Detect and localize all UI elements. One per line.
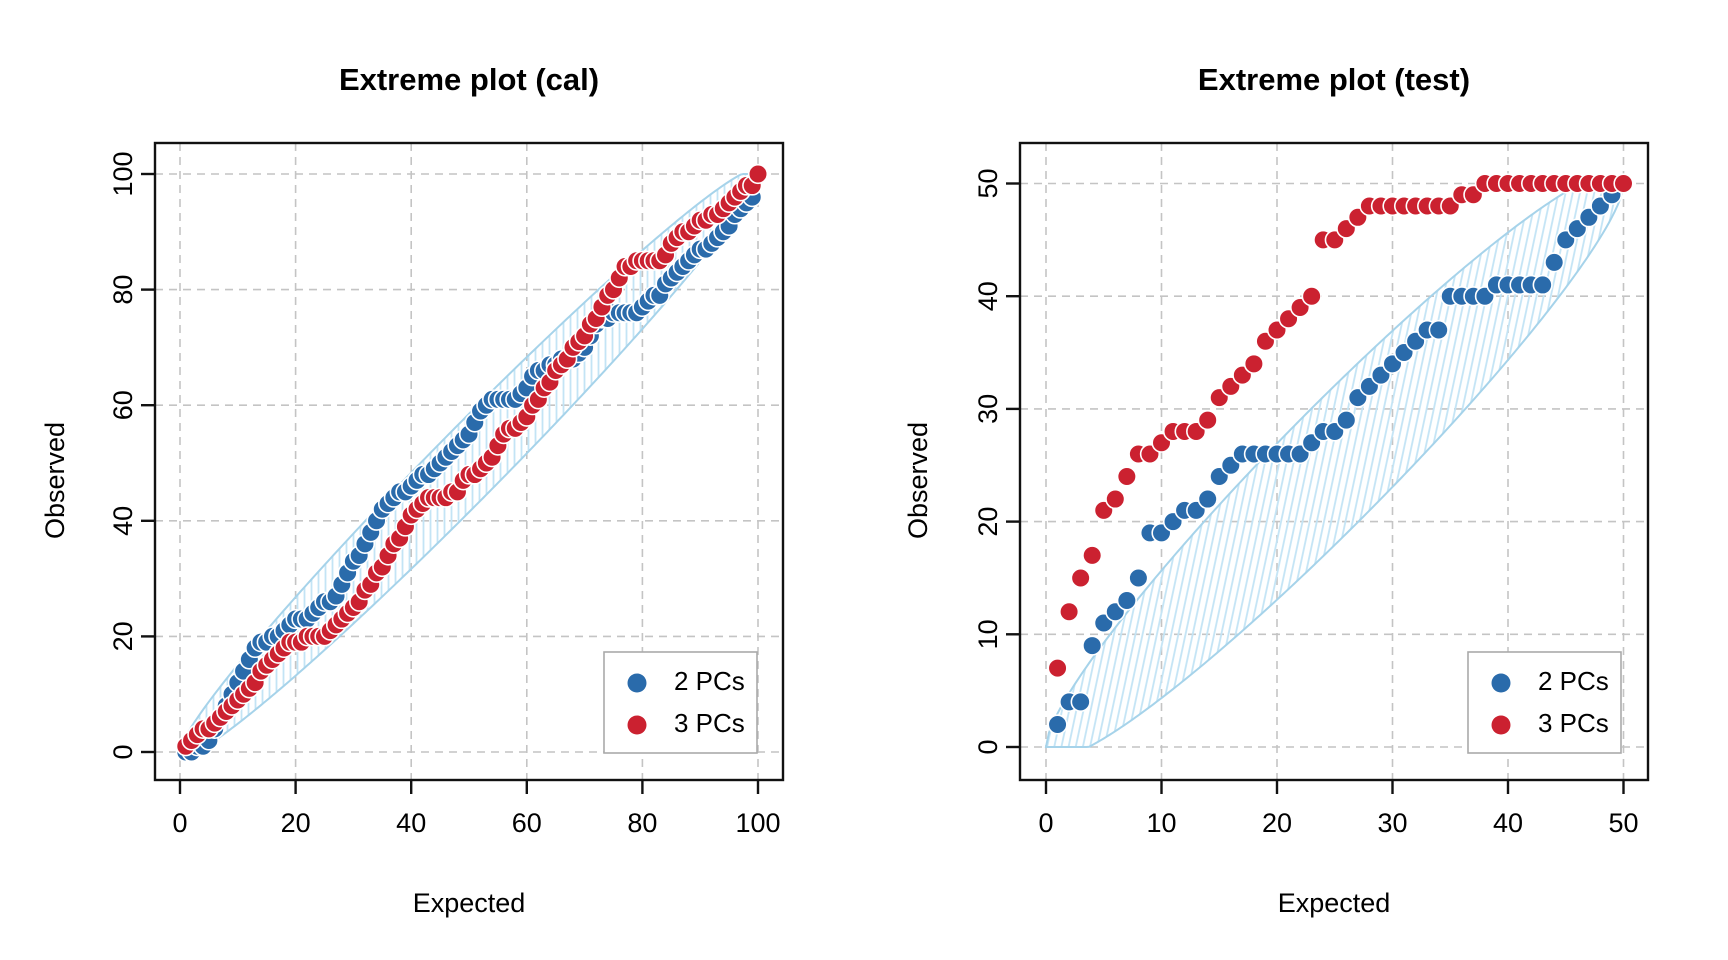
y-tick-label: 60 — [108, 390, 138, 420]
x-tick-label: 30 — [1377, 808, 1407, 838]
data-point — [1243, 353, 1264, 374]
y-tick-label: 100 — [108, 151, 138, 196]
legend-label: 2 PCs — [1538, 666, 1609, 696]
data-point — [1613, 173, 1634, 194]
legend: 2 PCs 3 PCs — [1467, 651, 1622, 754]
y-tick-label: 0 — [108, 744, 138, 759]
x-tick-label: 60 — [512, 808, 542, 838]
panel-title-test: Extreme plot (test) — [1197, 62, 1471, 97]
x-tick-label: 50 — [1608, 808, 1638, 838]
data-point — [1128, 567, 1149, 589]
axes: 0 10 20 30 40 50 0 10 20 30 40 50 — [973, 168, 1638, 838]
series-2-pcs-dots — [1047, 173, 1634, 735]
x-tick-label: 100 — [735, 808, 780, 838]
data-point — [1047, 658, 1068, 679]
data-point — [1336, 410, 1357, 431]
y-tick-label: 40 — [108, 506, 138, 536]
data-point — [1197, 488, 1218, 510]
series-3-pcs-dots — [1047, 173, 1634, 679]
x-axis-label-cal: Expected — [412, 888, 526, 918]
x-tick-label: 0 — [172, 808, 187, 838]
y-tick-label: 10 — [973, 619, 1003, 649]
legend-label: 3 PCs — [1538, 708, 1609, 738]
legend-marker-2-pcs — [1491, 673, 1511, 693]
data-point — [747, 163, 769, 185]
data-point — [1428, 319, 1449, 341]
data-point — [1116, 466, 1137, 487]
x-tick-label: 10 — [1146, 808, 1176, 838]
plot-border — [1018, 141, 1650, 782]
data-point — [1544, 252, 1565, 273]
data-point — [1082, 545, 1103, 566]
y-axis-label-cal: Observed — [40, 421, 70, 539]
x-tick-label: 40 — [396, 808, 426, 838]
axes: 0 20 40 60 80 100 0 20 40 60 80 100 — [108, 151, 780, 838]
y-tick-label: 20 — [973, 507, 1003, 537]
y-tick-label: 0 — [973, 739, 1003, 754]
data-point — [1070, 691, 1091, 713]
x-axis-label-test: Expected — [1277, 888, 1391, 918]
y-tick-label: 40 — [973, 281, 1003, 311]
data-point — [1532, 274, 1553, 296]
x-tick-label: 0 — [1038, 808, 1053, 838]
y-axis-label-test: Observed — [903, 421, 933, 539]
data-point — [1082, 635, 1103, 656]
panel-test: 0 10 20 30 40 50 0 10 20 30 40 50 2 PCs 3 PCs — [973, 141, 1650, 838]
legend-marker-2-pcs — [627, 673, 647, 693]
legend: 2 PCs 3 PCs — [603, 651, 758, 754]
data-point — [1197, 410, 1218, 431]
y-tick-label: 30 — [973, 394, 1003, 424]
series-3-pcs-dots — [175, 163, 769, 757]
panel-title-cal: Extreme plot (cal) — [338, 62, 600, 97]
panel-cal: 0 20 40 60 80 100 0 20 40 60 80 100 2 PCs 3 PCs — [108, 141, 785, 838]
y-tick-label: 20 — [108, 621, 138, 651]
data-point — [1047, 714, 1068, 735]
plot-border — [153, 141, 785, 782]
legend-label: 3 PCs — [674, 708, 745, 738]
data-point — [1301, 286, 1322, 307]
x-tick-label: 20 — [281, 808, 311, 838]
legend-marker-3-pcs — [627, 715, 647, 735]
x-tick-label: 20 — [1262, 808, 1292, 838]
legend-marker-3-pcs — [1491, 715, 1511, 735]
legend-box — [603, 651, 758, 754]
legend-box — [1467, 651, 1622, 754]
data-point — [1116, 590, 1137, 611]
y-tick-label: 50 — [973, 168, 1003, 198]
x-tick-label: 80 — [627, 808, 657, 838]
data-point — [1058, 601, 1080, 622]
y-tick-label: 80 — [108, 275, 138, 305]
x-tick-label: 40 — [1493, 808, 1523, 838]
legend-label: 2 PCs — [674, 666, 745, 696]
data-point — [1070, 567, 1091, 589]
data-point — [1105, 488, 1126, 510]
